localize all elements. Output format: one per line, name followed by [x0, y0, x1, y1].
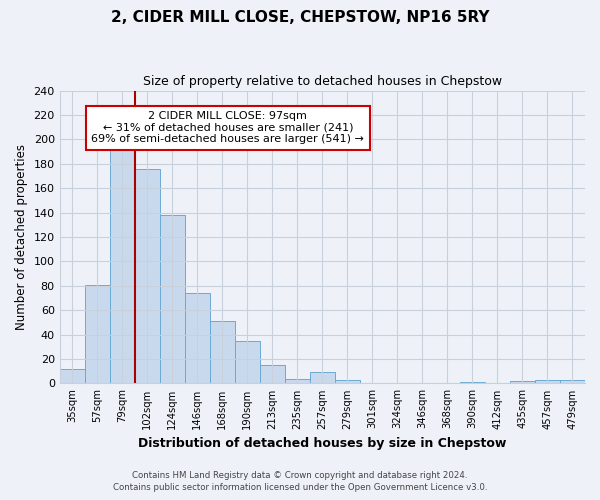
- Bar: [59, 369, 85, 384]
- Bar: [160, 215, 185, 384]
- Text: Contains HM Land Registry data © Crown copyright and database right 2024.
Contai: Contains HM Land Registry data © Crown c…: [113, 471, 487, 492]
- Bar: [210, 321, 235, 384]
- Bar: [235, 340, 260, 384]
- Bar: [310, 372, 335, 384]
- X-axis label: Distribution of detached houses by size in Chepstow: Distribution of detached houses by size …: [138, 437, 506, 450]
- Bar: [260, 365, 285, 384]
- Bar: [560, 380, 585, 384]
- Bar: [510, 381, 535, 384]
- Text: 2 CIDER MILL CLOSE: 97sqm
← 31% of detached houses are smaller (241)
69% of semi: 2 CIDER MILL CLOSE: 97sqm ← 31% of detac…: [91, 111, 364, 144]
- Bar: [135, 168, 160, 384]
- Bar: [285, 378, 310, 384]
- Y-axis label: Number of detached properties: Number of detached properties: [15, 144, 28, 330]
- Bar: [535, 380, 560, 384]
- Bar: [185, 293, 210, 384]
- Bar: [110, 148, 135, 384]
- Bar: [85, 284, 110, 384]
- Text: 2, CIDER MILL CLOSE, CHEPSTOW, NP16 5RY: 2, CIDER MILL CLOSE, CHEPSTOW, NP16 5RY: [111, 10, 489, 25]
- Title: Size of property relative to detached houses in Chepstow: Size of property relative to detached ho…: [143, 75, 502, 88]
- Bar: [460, 382, 485, 384]
- Bar: [335, 380, 360, 384]
